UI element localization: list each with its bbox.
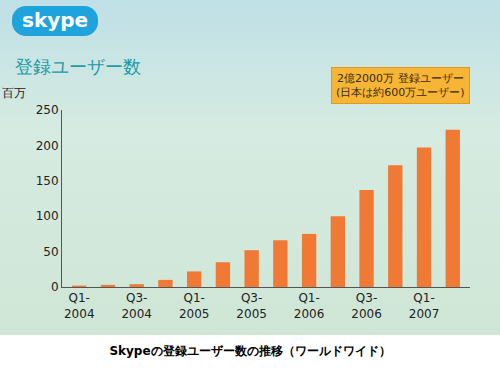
html-text:Skypeの登録ユーザー数の推移（ワールドワイド）: Skypeの登録ユーザー数の推移（ワールドワイド）: [109, 344, 391, 358]
svg-text:250: 250: [36, 103, 59, 117]
svg-text:200: 200: [36, 139, 59, 153]
svg-text:百万: 百万: [2, 86, 26, 100]
svg-text:Q3-2005: Q3-2005: [236, 291, 267, 321]
svg-text:Q1-2005: Q1-2005: [179, 291, 210, 321]
svg-text:150: 150: [36, 174, 59, 188]
svg-text:Q1-2006: Q1-2006: [294, 291, 325, 321]
svg-text:Q3-2006: Q3-2006: [351, 291, 382, 321]
svg-text:50: 50: [43, 245, 58, 259]
svg-text:Q1-2004: Q1-2004: [64, 291, 95, 321]
svg-text:2億2000万 登録ユーザー(日本は約600万ユーザー): 2億2000万 登録ユーザー(日本は約600万ユーザー): [336, 72, 465, 99]
svg-text:100: 100: [36, 209, 59, 223]
svg-text:Q1-2007: Q1-2007: [409, 291, 440, 321]
svg-text:登録ユーザー数: 登録ユーザー数: [15, 56, 141, 77]
svg-text:0: 0: [51, 280, 59, 294]
svg-text:Q3-2004: Q3-2004: [121, 291, 152, 321]
html-text:skype: skype: [22, 8, 89, 32]
